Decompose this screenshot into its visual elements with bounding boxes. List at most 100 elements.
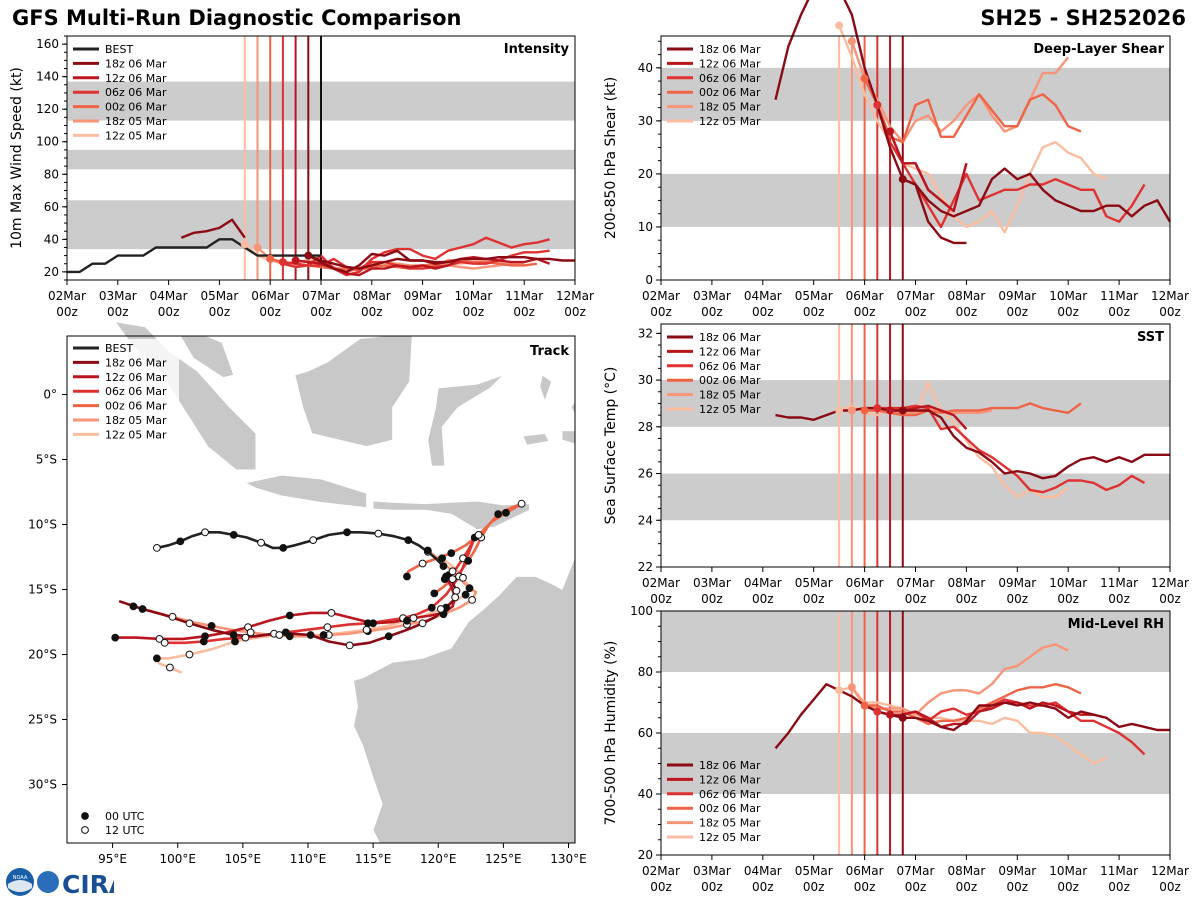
shear-init-marker [873,100,882,109]
sst-xtick-label: 12Mar [1151,576,1189,590]
rh-xtick-label: 06Mar [846,864,884,878]
intensity-series-line [67,238,321,274]
sst-legend-label: 06z 06 Mar [699,360,761,373]
sst-ytick-label: 24 [638,513,653,527]
intensity-xtick-label: 11Mar [505,289,543,303]
shear-xtick-label: 04Mar [744,289,782,303]
intensity-series-line [307,249,448,274]
intensity-ytick-label: 160 [36,37,59,51]
intensity-ytick-label: 80 [44,167,59,181]
rh-init-marker [860,701,869,710]
sst-ytick-label: 32 [638,326,653,340]
track-xtick-label: 130°E [550,852,587,866]
track-marker-00utc [461,590,470,599]
intensity-ytick-label: 60 [44,200,59,214]
track-xtick-label: 100°E [159,852,196,866]
intensity-xtick-label: 07Mar [302,289,340,303]
halmahera-land [539,374,553,403]
sst-xtick-label: 00z [701,592,723,606]
track-marker-12utc [155,635,164,643]
shear-init-marker [835,21,844,30]
track-marker-00utc [229,531,238,539]
rh-legend-label: 00z 06 Mar [699,802,761,815]
shear-xtick-label: 00z [956,305,978,319]
rh-xtick-label: 08Mar [947,864,985,878]
track-marker-12utc [327,609,336,617]
intensity-xtick-label: 00z [209,305,231,319]
rh-xtick-label: 00z [1108,880,1130,894]
sst-init-marker [886,406,895,415]
intensity-legend-label: 00z 06 Mar [105,101,167,114]
shear-xtick-label: 06Mar [846,289,884,303]
shear-band [661,67,1170,121]
track-marker-00utc [439,562,448,570]
track-marker-12utc [241,633,250,642]
shear-legend-label: 00z 06 Mar [699,86,761,99]
track-xtick-label: 95°E [98,852,127,866]
shear-series-line [774,0,1172,223]
track-marker-00utc [494,510,503,518]
sst-legend-label: 00z 06 Mar [699,374,761,387]
intensity-xtick-label: 12Mar [556,289,594,303]
sst-xtick-label: 00z [905,592,927,606]
track-marker-12utc [362,625,371,634]
track-marker-00utc [403,616,411,625]
intensity-ytick-label: 40 [44,232,59,246]
shear-ytick-label: 10 [638,220,653,234]
intensity-xtick-label: 00z [463,305,485,319]
rh-xtick-label: 12Mar [1151,864,1189,878]
rh-init-marker [835,686,844,695]
intensity-init-marker [291,256,300,265]
track-marker-00utc [384,632,393,641]
sst-init-marker [898,406,907,415]
track-marker-legend [81,826,89,834]
seram-land [561,430,576,445]
shear-xtick-label: 11Mar [1100,289,1138,303]
track-xtick-label: 110°E [290,852,327,866]
shear-xtick-label: 10Mar [1049,289,1087,303]
shear-legend-label: 06z 06 Mar [699,72,761,85]
sst-xtick-label: 00z [1007,592,1029,606]
intensity-xtick-label: 10Mar [454,289,492,303]
rh-init-marker [898,713,907,722]
shear-band [661,173,1170,227]
track-marker-legend-label: 00 UTC [105,810,145,823]
rh-title: Mid-Level RH [1068,617,1164,632]
sst-ytick-label: 26 [638,467,653,481]
intensity-xtick-label: 08Mar [353,289,391,303]
rh-xtick-label: 09Mar [998,864,1036,878]
rh-xtick-label: 05Mar [795,864,833,878]
shear-init-marker [886,127,895,136]
track-marker-00utc [363,619,372,628]
sst-legend-label: 18z 06 Mar [699,331,761,344]
sst-ytick-label: 22 [638,560,653,574]
track-marker-00utc [207,622,216,630]
sst-xtick-label: 00z [650,592,672,606]
rh-xtick-label: 04Mar [744,864,782,878]
shear-legend-label: 18z 06 Mar [699,43,761,56]
shear-xtick-label: 08Mar [947,289,985,303]
shear-xtick-label: 00z [650,305,672,319]
rh-xtick-label: 11Mar [1100,864,1138,878]
rh-legend-label: 12z 05 Mar [699,831,761,844]
intensity-legend-label: 18z 06 Mar [105,57,167,70]
sulawesi-land [427,374,504,467]
track-ytick-label: 0° [43,388,57,402]
track-marker-12utc [309,536,318,544]
track-marker-12utc [246,628,255,637]
page-title: GFS Multi-Run Diagnostic Comparison [12,6,462,30]
track-marker-12utc [201,528,209,537]
intensity-ylabel: 10m Max Wind Speed (kt) [9,67,25,249]
rh-series-line [890,701,1094,729]
intensity-ytick-label: 120 [36,102,59,116]
sst-xtick-label: 06Mar [846,576,884,590]
track-marker-12utc [452,586,461,595]
rh-ytick-label: 40 [638,787,653,801]
shear-ytick-label: 30 [638,114,653,128]
intensity-legend-label: 18z 05 Mar [105,115,167,128]
track-marker-12utc [185,650,194,659]
sst-legend-label: 12z 05 Mar [699,403,761,416]
sst-init-marker [873,404,882,413]
shear-xtick-label: 00z [905,305,927,319]
sst-ytick-label: 30 [638,373,653,387]
